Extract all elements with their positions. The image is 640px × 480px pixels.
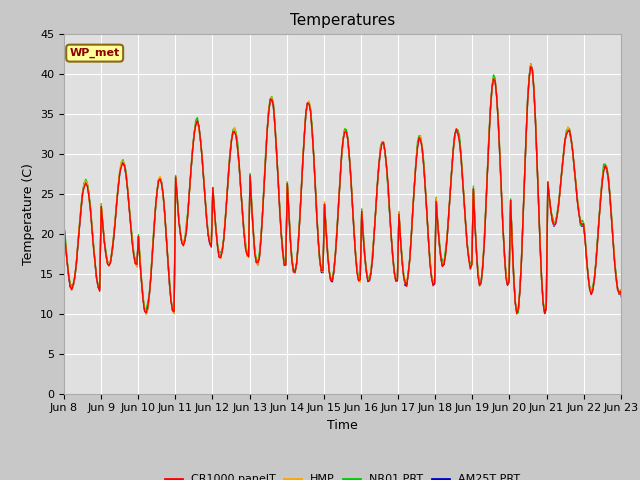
CR1000 panelT [527, 64, 534, 70]
Line: AM25T PRT: AM25T PRT [64, 64, 640, 313]
AM25T PRT [527, 61, 534, 67]
NR01 PRT [483, 170, 491, 176]
AM25T PRT [80, 180, 88, 186]
NR01 PRT [60, 223, 68, 228]
HMP [99, 219, 107, 225]
AM25T PRT [485, 135, 493, 141]
NR01 PRT [80, 182, 88, 188]
Text: WP_met: WP_met [70, 48, 120, 58]
CR1000 panelT [575, 210, 582, 216]
CR1000 panelT [60, 223, 68, 228]
HMP [60, 224, 68, 229]
Title: Temperatures: Temperatures [290, 13, 395, 28]
AM25T PRT [575, 210, 582, 216]
CR1000 panelT [483, 171, 491, 177]
AM25T PRT [60, 224, 68, 229]
NR01 PRT [527, 61, 534, 67]
NR01 PRT [515, 310, 522, 316]
HMP [527, 61, 534, 67]
X-axis label: Time: Time [327, 419, 358, 432]
AM25T PRT [142, 311, 150, 316]
HMP [142, 312, 150, 317]
HMP [367, 267, 375, 273]
Legend: CR1000 panelT, HMP, NR01 PRT, AM25T PRT: CR1000 panelT, HMP, NR01 PRT, AM25T PRT [161, 470, 524, 480]
CR1000 panelT [80, 184, 88, 190]
Y-axis label: Temperature (C): Temperature (C) [22, 163, 35, 264]
NR01 PRT [365, 274, 373, 279]
HMP [485, 135, 493, 141]
AM25T PRT [99, 221, 107, 227]
HMP [575, 209, 582, 215]
HMP [80, 180, 88, 185]
CR1000 panelT [99, 221, 107, 227]
NR01 PRT [99, 222, 107, 228]
Line: CR1000 panelT: CR1000 panelT [64, 67, 640, 314]
Line: HMP: HMP [64, 64, 640, 314]
NR01 PRT [575, 206, 582, 212]
AM25T PRT [367, 270, 375, 276]
CR1000 panelT [513, 311, 521, 317]
Line: NR01 PRT: NR01 PRT [64, 64, 640, 313]
CR1000 panelT [365, 277, 373, 283]
